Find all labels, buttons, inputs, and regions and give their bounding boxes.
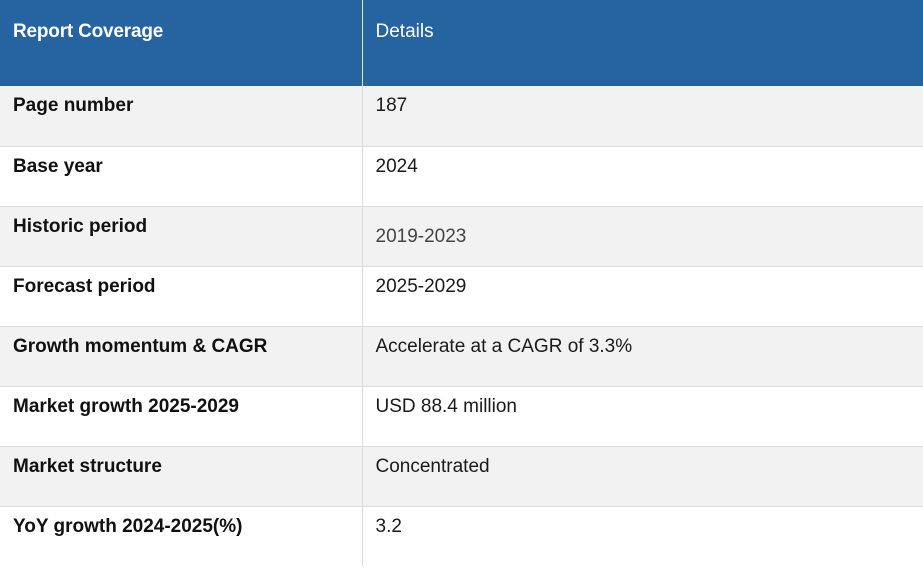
row-label: Base year [0, 145, 362, 206]
row-value: 2019-2023 [361, 205, 923, 266]
header-report-coverage: Report Coverage [0, 0, 362, 86]
table-row: Market growth 2025-2029 USD 88.4 million [0, 385, 923, 446]
row-value: 2025-2029 [361, 265, 923, 326]
row-label: Market growth 2025-2029 [0, 385, 362, 446]
row-value: 187 [361, 86, 923, 146]
table-row: Market structure Concentrated [0, 445, 923, 506]
table-row: YoY growth 2024-2025(%) 3.2 [0, 505, 923, 566]
row-value: 2024 [361, 145, 923, 206]
table-row: Growth momentum & CAGR Accelerate at a C… [0, 325, 923, 386]
row-value: Concentrated [361, 445, 923, 506]
table-row: Forecast period 2025-2029 [0, 265, 923, 326]
row-label: Forecast period [0, 265, 362, 326]
row-value: USD 88.4 million [361, 385, 923, 446]
row-label: Market structure [0, 445, 362, 506]
row-value: Accelerate at a CAGR of 3.3% [361, 325, 923, 386]
row-label: Page number [0, 86, 362, 146]
row-value: 3.2 [361, 505, 923, 566]
table-header-row: Report Coverage Details [0, 0, 923, 86]
row-label: Growth momentum & CAGR [0, 325, 362, 386]
table-row: Historic period 2019-2023 [0, 205, 923, 266]
table-row: Page number 187 [0, 86, 923, 146]
header-details: Details [361, 0, 923, 86]
row-label: Historic period [0, 205, 362, 266]
table-row: Base year 2024 [0, 145, 923, 206]
row-label: YoY growth 2024-2025(%) [0, 505, 362, 566]
